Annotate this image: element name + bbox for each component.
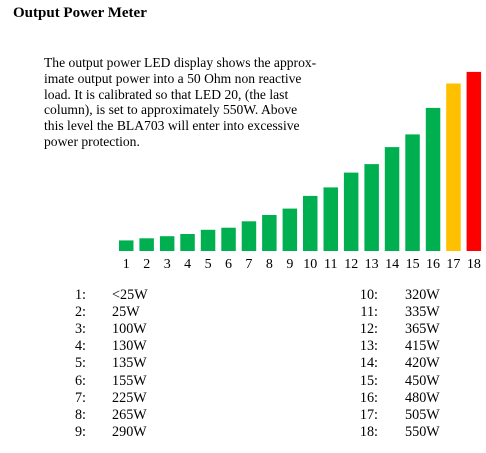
power-value: 100W — [112, 321, 147, 338]
led-bar-18 — [466, 71, 482, 252]
led-label-13: 13 — [365, 257, 379, 272]
led-number: 2: — [74, 304, 86, 321]
description-line: The output power LED display shows the a… — [44, 55, 317, 70]
power-value: 415W — [405, 338, 440, 355]
led-label-10: 10 — [303, 257, 317, 272]
led-number: 7: — [74, 389, 86, 406]
led-number: 17: — [359, 406, 378, 423]
led-number: 5: — [74, 355, 86, 372]
description-paragraph: The output power LED display shows the a… — [44, 55, 364, 150]
description-line: load. It is calibrated so that LED 20, (… — [44, 86, 289, 102]
led-bar-7 — [241, 221, 257, 251]
led-bar-5 — [200, 229, 216, 251]
led-label-12: 12 — [344, 257, 358, 272]
led-bar-14 — [384, 147, 400, 251]
power-value: 420W — [405, 355, 440, 372]
description-line: this level the BLA703 will enter into ex… — [44, 118, 300, 134]
description-line: imate output power into a 50 Ohm non rea… — [44, 70, 302, 86]
led-label-16: 16 — [426, 257, 440, 272]
led-bar-10 — [303, 195, 318, 251]
led-label-18: 18 — [467, 257, 481, 272]
led-label-3: 3 — [164, 257, 171, 272]
power-value: 25W — [112, 304, 140, 321]
power-value: 550W — [405, 423, 440, 440]
led-bar-1 — [119, 240, 134, 251]
led-number: 11: — [360, 304, 378, 321]
led-bar-6 — [221, 227, 236, 251]
led-number: 3: — [74, 321, 86, 338]
led-number: 12: — [359, 321, 378, 338]
led-bar-13 — [364, 164, 379, 251]
led-number: 9: — [74, 423, 86, 440]
led-number: 14: — [359, 355, 378, 372]
led-number: 16: — [359, 389, 378, 406]
power-value: 130W — [112, 338, 147, 355]
led-number: 18: — [359, 423, 378, 440]
led-bar-11 — [323, 187, 338, 251]
power-value: 320W — [405, 287, 440, 303]
power-value: 505W — [405, 406, 440, 423]
power-value: 225W — [112, 389, 147, 406]
led-bar-9 — [282, 208, 298, 251]
power-value: <25W — [112, 287, 148, 303]
description-line: power protection. — [44, 133, 140, 149]
power-value: 365W — [405, 321, 440, 338]
led-label-1: 1 — [123, 257, 130, 272]
led-label-14: 14 — [385, 257, 399, 272]
led-label-9: 9 — [286, 257, 293, 272]
led-bar-4 — [180, 234, 195, 251]
led-label-7: 7 — [245, 257, 252, 272]
led-bar-8 — [262, 215, 277, 251]
led-bar-2 — [139, 238, 154, 251]
led-label-11: 11 — [324, 257, 337, 272]
power-value: 135W — [112, 355, 147, 372]
description-line: column), is set to approximately 550W. A… — [44, 102, 298, 118]
led-bar-12 — [343, 172, 359, 251]
led-label-6: 6 — [225, 257, 232, 272]
led-label-4: 4 — [184, 257, 191, 272]
led-label-17: 17 — [446, 257, 460, 272]
power-value: 450W — [405, 372, 440, 389]
power-value: 480W — [405, 389, 440, 406]
led-bar-17 — [446, 83, 461, 251]
led-number: 1: — [74, 287, 86, 303]
led-number: 10: — [359, 287, 378, 303]
led-label-15: 15 — [406, 257, 420, 272]
led-label-5: 5 — [205, 257, 212, 272]
led-bar-15 — [405, 134, 420, 251]
led-number: 8: — [74, 406, 86, 423]
led-label-8: 8 — [266, 257, 273, 272]
led-label-2: 2 — [143, 257, 150, 272]
page-title: Output Power Meter — [13, 5, 147, 21]
led-number: 4: — [74, 338, 86, 355]
led-power-meter-chart: 1 2 3 4 5 6 7 8 9 10 11 12 13 14 15 16 17 18 — [119, 71, 482, 272]
led-number: 6: — [74, 372, 86, 389]
led-bar-16 — [425, 107, 441, 252]
led-number: 13: — [359, 338, 378, 355]
power-value: 265W — [112, 406, 147, 423]
led-bar-3 — [159, 236, 175, 251]
power-value: 155W — [112, 372, 147, 389]
led-number: 15: — [359, 372, 378, 389]
power-value: 335W — [405, 304, 440, 321]
power-value: 290W — [112, 423, 147, 440]
